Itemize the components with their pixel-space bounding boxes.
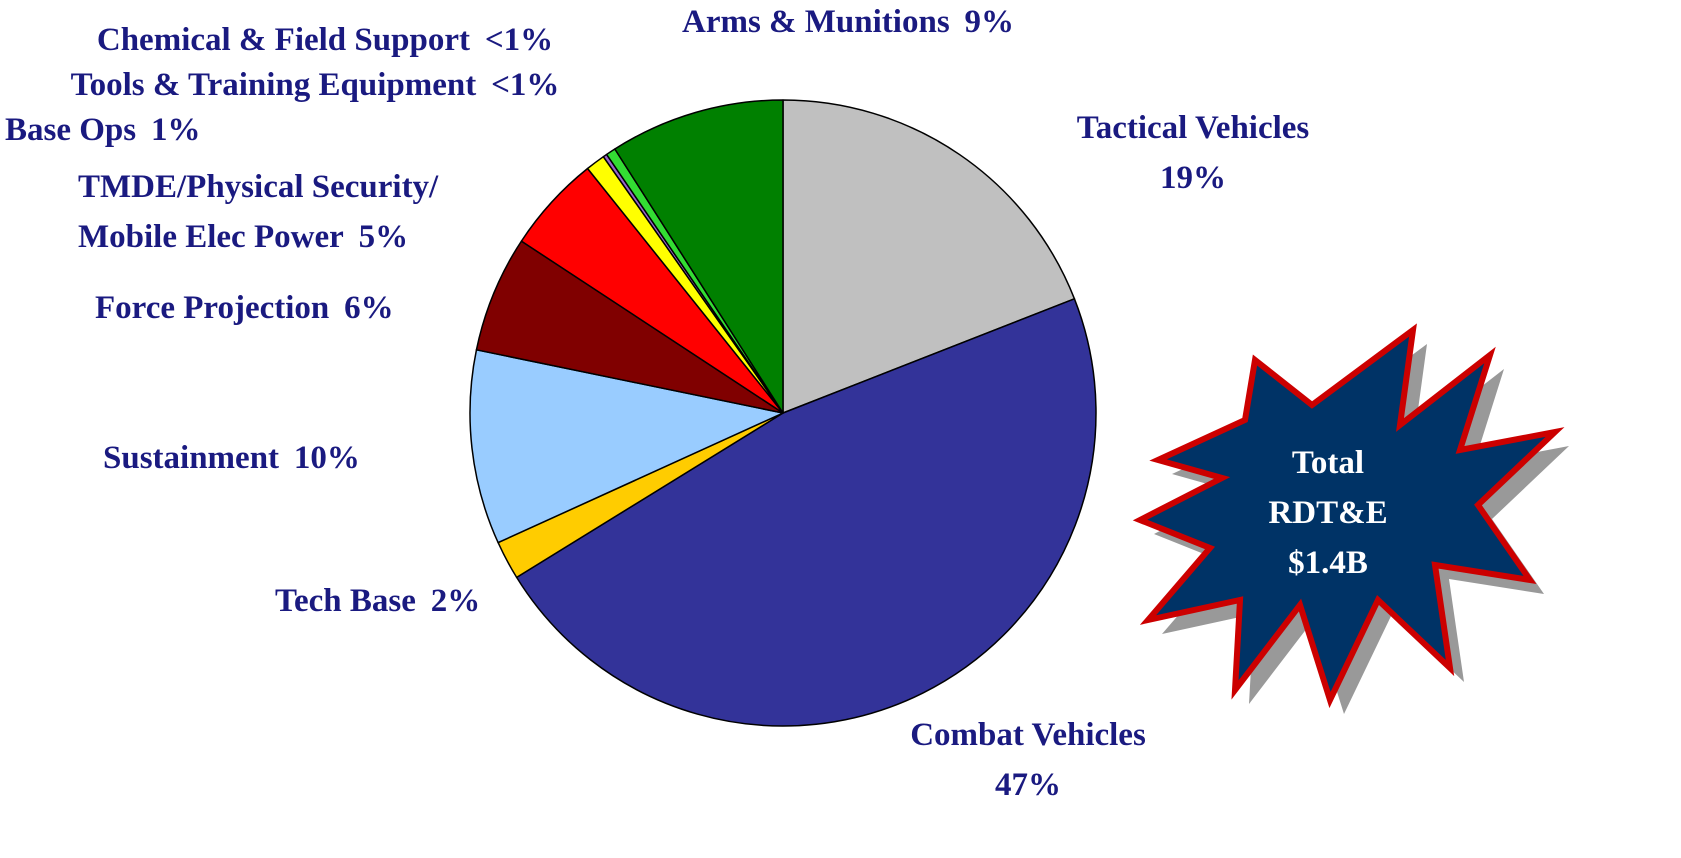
- category-label: Sustainment: [103, 440, 280, 476]
- slice-label: Force Projection 6%: [95, 283, 394, 333]
- category-label: Tools & Training Equipment: [70, 67, 477, 103]
- category-label: Tech Base: [275, 583, 416, 619]
- value-label: 2%: [430, 583, 481, 619]
- annotation: Total RDT&E $1.4B: [1268, 445, 1388, 581]
- pie-slice: [475, 240, 784, 414]
- value-label: 6%: [344, 290, 394, 326]
- category-label: Arms & Munitions: [681, 4, 950, 40]
- category-label: Combat Vehicles: [910, 717, 1146, 753]
- category-label: TMDE/Physical Security/ Mobile Elec Powe…: [78, 169, 439, 255]
- value-label: 19%: [1160, 160, 1226, 196]
- pie: [469, 99, 1097, 727]
- slice-label: TMDE/Physical Security/ Mobile Elec Powe…: [78, 162, 438, 262]
- slice-label: Tools & Training Equipment <1%: [71, 60, 560, 110]
- category-label: Tactical Vehicles: [1076, 110, 1310, 146]
- slice-label: Tech Base 2%: [275, 576, 480, 626]
- slice-label: Base Ops 1%: [5, 105, 200, 155]
- slice-label: Sustainment 10%: [103, 433, 360, 483]
- value-label: 1%: [150, 112, 201, 148]
- slice-label: Arms & Munitions 9%: [682, 0, 1014, 47]
- category-label: Chemical & Field Support: [96, 22, 470, 58]
- pie-slice: [469, 349, 784, 544]
- pie-slice: [515, 298, 1097, 727]
- value-label: 5%: [358, 219, 409, 255]
- value-label: <1%: [491, 67, 560, 103]
- starburst: [1132, 323, 1569, 714]
- starburst-shape: [1132, 323, 1565, 709]
- slice-label: Tactical Vehicles 19%: [1077, 103, 1310, 203]
- category-label: Base Ops: [5, 112, 137, 148]
- value-label: 10%: [293, 440, 360, 476]
- slice-label: Combat Vehicles 47%: [910, 710, 1146, 810]
- value-label: <1%: [484, 22, 554, 58]
- value-label: 9%: [964, 4, 1015, 40]
- pie-slice: [782, 99, 1076, 414]
- value-label: 47%: [995, 767, 1061, 803]
- pie-slice: [614, 99, 784, 414]
- slice-label: Chemical & Field Support <1%: [97, 15, 553, 65]
- category-label: Force Projection: [95, 290, 330, 326]
